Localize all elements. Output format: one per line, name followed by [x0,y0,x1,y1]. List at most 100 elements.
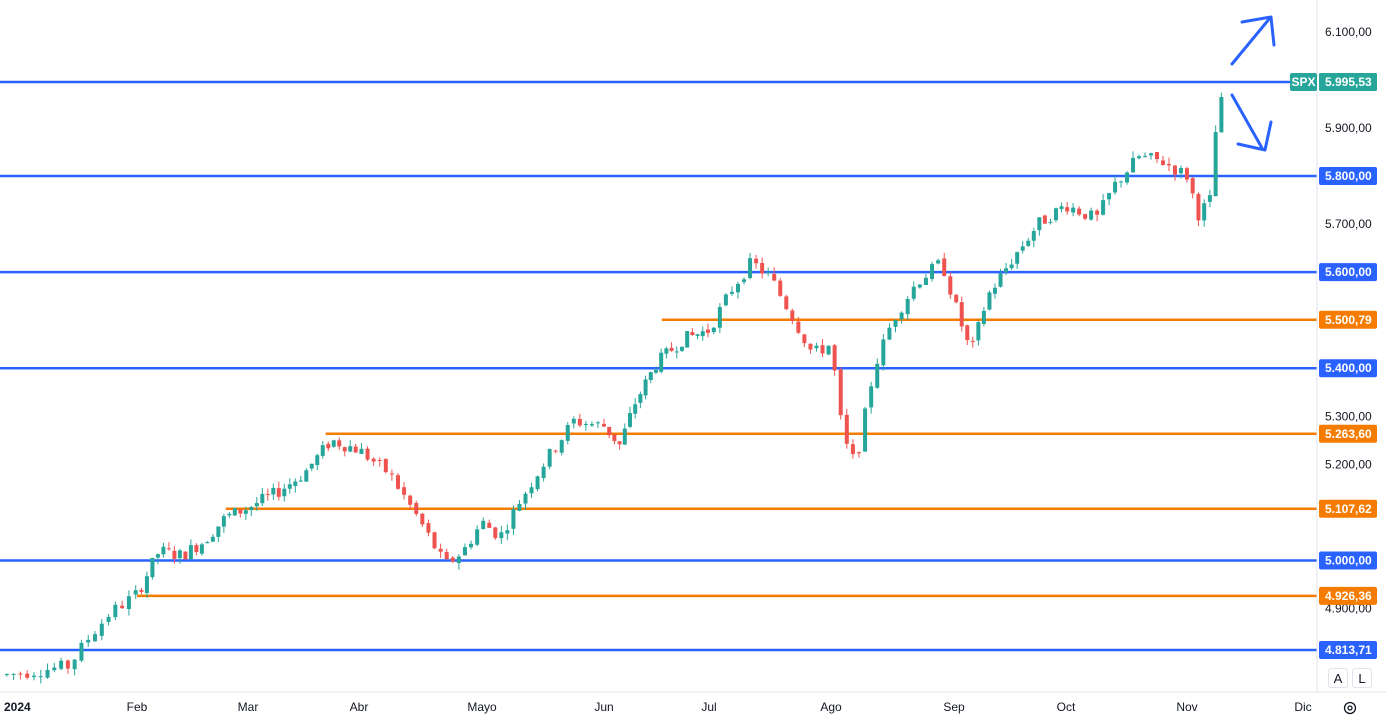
candle-body-132 [778,280,783,296]
candle-body-57 [342,447,347,452]
candle-body-35 [221,516,226,527]
candle-body-125 [735,283,740,293]
candle-body-83 [499,532,504,539]
candle-body-50 [304,470,309,482]
candle-body-61 [365,448,370,460]
candle-body-54 [326,443,331,449]
price-tag-label-6: 5.107,62 [1325,502,1372,516]
candle-body-32 [205,542,210,544]
x-tick-label-3: Abr [350,700,369,714]
price-tag-6 [1319,499,1377,518]
candle-body-175 [1031,231,1036,241]
candle-body-96 [577,418,582,426]
time-axis[interactable]: 2024 Feb Mar Abr Mayo Jun Jul Ago Sep Oct Nov Dic [4,700,1312,714]
candle-body-14 [99,623,104,636]
candle-body-137 [808,343,813,350]
candle-body-160 [948,276,953,295]
candle-body-18 [126,596,131,609]
candle-body-129 [760,262,765,274]
price-tags: 5.995,53 5.800,00 5.600,00 5.500,79 5.400,00… [1290,73,1377,660]
candle-body-24 [161,546,166,555]
candle-body-4 [31,675,36,678]
candle-body-93 [559,440,564,453]
price-tag-label-1: 5.800,00 [1325,169,1372,183]
candle-body-153 [905,298,910,315]
candle-body-46 [282,488,287,497]
candle-body-103 [617,441,622,445]
candle-body-140 [826,345,831,355]
candle-body-177 [1042,215,1047,224]
price-axis[interactable]: 6.100,00 5.900,00 5.700,00 5.300,00 5.200,00… [1325,25,1372,616]
candle-body-47 [287,484,292,489]
candle-body-104 [622,428,627,445]
candle-body-123 [723,294,728,306]
x-tick-label-1: Feb [127,700,148,714]
price-tag-label-7: 5.000,00 [1325,553,1372,567]
candle-body-174 [1026,240,1031,246]
candle-body-166 [981,310,986,324]
candle-body-119 [700,331,705,337]
candle-body-145 [856,452,861,454]
candle-body-187 [1101,200,1106,215]
candle-body-168 [992,287,997,294]
candle-body-115 [679,346,684,351]
candle-body-15 [106,616,111,622]
auto-scale-button[interactable]: A [1328,668,1348,688]
gear-icon[interactable] [1340,698,1360,718]
candle-body-114 [674,351,679,353]
candle-body-51 [309,463,314,469]
candle-body-41 [254,503,259,507]
x-tick-label-10: Nov [1176,700,1197,714]
candle-body-45 [276,488,281,497]
candle-body-158 [936,260,941,264]
candle-body-167 [987,292,992,310]
candle-body-94 [565,424,570,441]
candle-body-182 [1071,207,1076,213]
log-scale-button[interactable]: L [1352,668,1372,688]
candle-body-196 [1154,152,1159,160]
candle-body-76 [456,556,461,564]
candle-body-173 [1020,246,1025,251]
candle-body-176 [1037,217,1042,231]
candle-body-108 [643,379,648,396]
candle-body-163 [965,325,970,341]
candle-body-21 [144,576,149,593]
candle-body-127 [748,258,753,279]
candle-body-155 [917,284,922,288]
price-tag-label-5: 5.263,60 [1325,427,1372,441]
candle-body-19 [133,590,138,595]
candle-body-112 [664,348,669,354]
candle-body-179 [1053,208,1058,221]
candle-body-126 [742,279,747,283]
x-tick-label-5: Jun [594,700,613,714]
x-tick-label-0: 2024 [4,700,31,714]
candle-body-156 [923,277,928,286]
candle-body-62 [371,458,376,462]
candle-body-26 [172,550,177,559]
candle-body-109 [648,372,653,381]
candle-body-203 [1196,193,1201,221]
candle-body-181 [1065,207,1070,212]
arrow-up-icon [1230,15,1276,66]
candle-body-206 [1213,132,1218,197]
candle-body-0 [4,674,9,676]
candle-body-135 [796,321,801,333]
candle-body-190 [1119,181,1124,183]
price-tag-3 [1319,310,1377,329]
candle-body-20 [139,589,144,592]
candle-body-75 [450,557,455,562]
candle-body-170 [1004,268,1009,273]
candle-body-105 [627,413,632,427]
candle-body-162 [959,302,964,327]
candle-body-58 [348,446,353,452]
candle-body-152 [899,312,904,320]
candle-body-134 [790,310,795,321]
candle-body-130 [766,272,771,274]
candle-body-84 [505,530,510,534]
candle-body-204 [1202,203,1207,221]
candle-body-121 [711,327,716,333]
candles-layer [4,92,1224,684]
price-tag-5 [1319,424,1377,443]
candle-body-191 [1125,172,1130,183]
